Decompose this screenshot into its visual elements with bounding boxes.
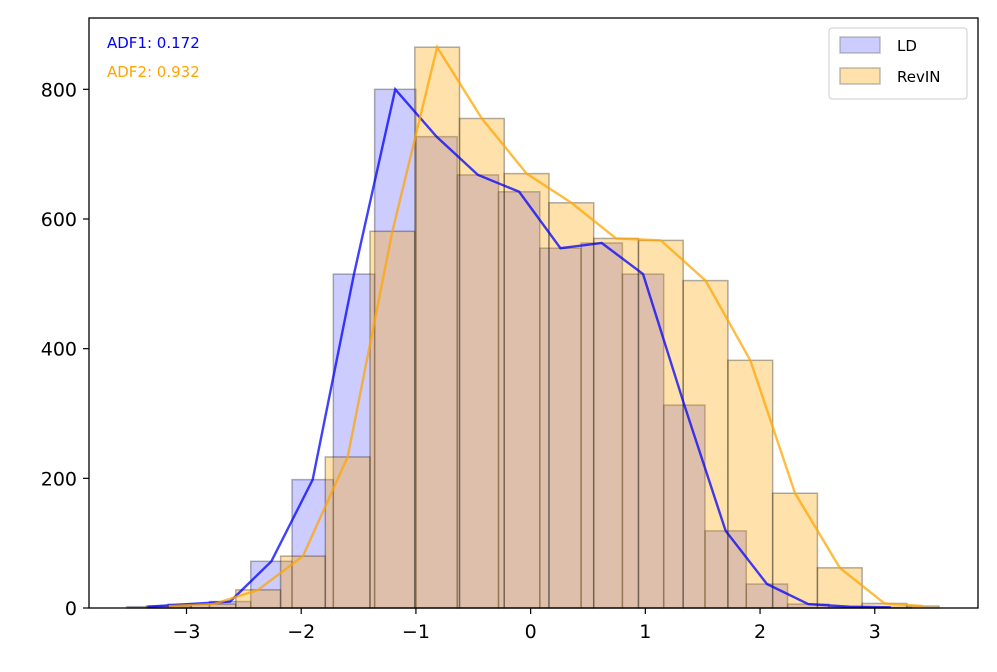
x-tick-label: 3 [869,621,881,643]
axes-frame [88,17,979,609]
y-tick-label: 400 [41,339,77,361]
revin-bar [503,172,550,609]
revin-bar [548,202,595,609]
x-axis: −3 −2 −1 0 1 2 3 [172,608,881,643]
x-tick-label: 0 [525,621,537,643]
revin-bar [235,589,282,609]
revin-bars [145,46,940,609]
revin-density-line [168,44,924,608]
x-tick-label: 1 [639,621,651,643]
revin-bar [324,456,371,609]
revin-bar [369,230,416,609]
y-tick-label: 200 [41,468,77,490]
revin-bar [592,237,640,609]
x-tick-label: −2 [287,621,315,643]
adf1-annotation: ADF1: 0.172 [107,34,200,52]
y-axis: 0 200 400 600 800 [41,79,89,620]
revin-bar [816,567,863,609]
revin-bar [458,117,506,609]
legend-label-revin: RevIN [897,68,941,86]
legend-swatch-revin [839,67,881,85]
ld-bar [621,273,665,609]
y-tick-label: 800 [41,79,77,101]
legend: LD RevIN [828,27,968,100]
revin-bar [727,359,774,609]
ld-bar [704,530,748,609]
revin-bar [637,239,684,609]
x-tick-label: 2 [754,621,766,643]
ld-bars [126,88,913,609]
y-tick-label: 600 [41,209,77,231]
y-tick-label: 0 [65,598,77,620]
ld-bar [580,242,624,609]
revin-bar [414,46,461,609]
legend-label-ld: LD [897,37,917,55]
ld-bar [497,191,541,609]
revin-bar [682,279,729,609]
legend-box [828,27,968,100]
ld-bar [539,247,582,609]
ld-density-line [147,86,891,609]
legend-swatch-ld [839,36,881,54]
revin-bar [279,555,327,609]
x-tick-label: −3 [172,621,200,643]
x-tick-label: −1 [402,621,430,643]
adf2-annotation: ADF2: 0.932 [107,63,200,81]
